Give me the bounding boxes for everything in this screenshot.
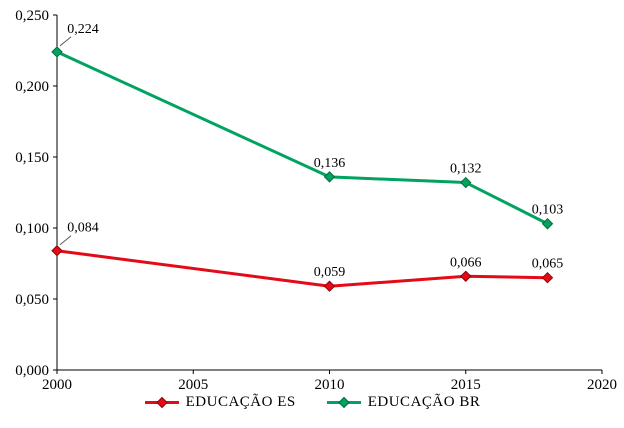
data-point-marker (323, 280, 336, 292)
x-tick-label: 2010 (315, 377, 345, 392)
legend-label-br: EDUCAÇÃO BR (367, 394, 481, 410)
data-label: 0,136 (314, 156, 346, 171)
label-leader-line (59, 36, 72, 47)
data-label: 0,224 (67, 22, 99, 37)
data-point-marker (460, 176, 472, 189)
data-point-marker (51, 245, 63, 257)
x-tick-label: 2015 (451, 377, 481, 392)
x-tick-label: 2020 (587, 377, 617, 392)
data-label: 0,103 (532, 203, 564, 218)
y-tick-label: 0,200 (15, 79, 49, 95)
data-label: 0,084 (67, 221, 99, 236)
x-tick-label: 2005 (178, 377, 208, 392)
y-tick-label: 0,100 (15, 221, 49, 237)
legend-marker-es (144, 396, 179, 409)
legend-diamond-icon (338, 396, 350, 409)
y-tick-label: 0,000 (15, 363, 49, 379)
data-label: 0,066 (450, 255, 482, 270)
data-point-marker (460, 270, 472, 282)
y-tick-label: 0,250 (15, 8, 49, 24)
label-leader-line (59, 235, 72, 246)
x-tick-label: 2000 (42, 377, 72, 392)
y-tick-label: 0,050 (15, 292, 49, 308)
data-label: 0,132 (450, 162, 482, 177)
data-point-marker (541, 218, 554, 230)
y-tick-label: 0,150 (15, 150, 49, 166)
data-label: 0,059 (314, 265, 346, 280)
series-line (55, 50, 549, 226)
legend-diamond-icon (155, 396, 168, 409)
series-line (55, 249, 549, 288)
chart-legend: EDUCAÇÃO ES EDUCAÇÃO BR (0, 394, 624, 411)
legend-item-educacao-es: EDUCAÇÃO ES (144, 394, 296, 411)
legend-marker-br (326, 396, 361, 409)
data-point-marker (323, 171, 336, 183)
data-point-marker (541, 271, 554, 284)
legend-label-es: EDUCAÇÃO ES (185, 394, 296, 410)
line-chart: 0,000 0,050 0,100 0,150 0,200 0,250 2000 2005 20… (15, 8, 617, 392)
legend-item-educacao-br: EDUCAÇÃO BR (326, 394, 481, 411)
data-label: 0,065 (532, 257, 564, 272)
data-point-marker (51, 46, 63, 58)
